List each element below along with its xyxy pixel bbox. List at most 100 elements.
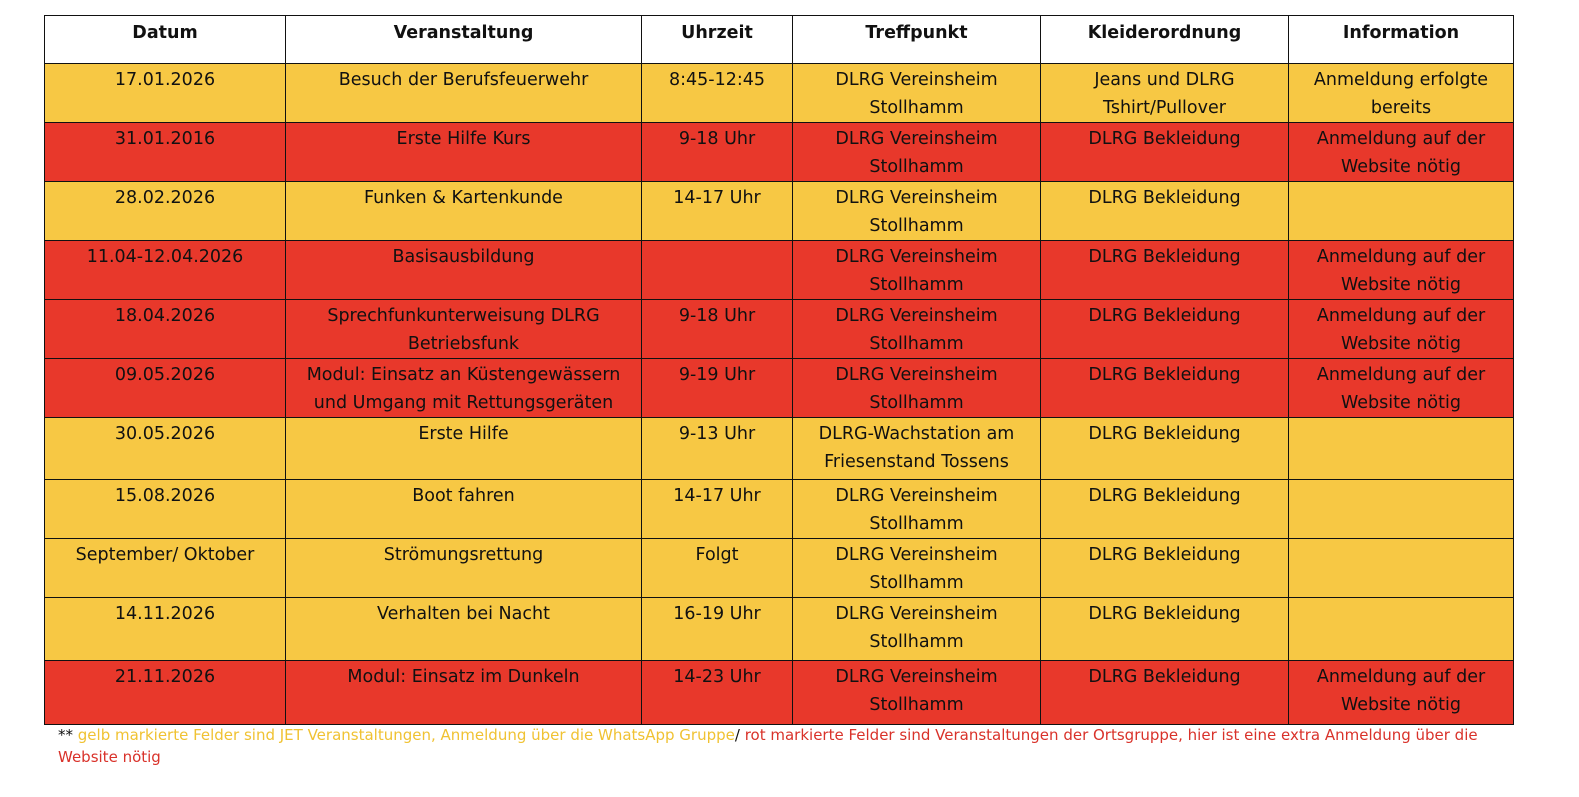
table-row: 30.05.2026 Erste Hilfe 9-13 Uhr DLRG-Wachst… [44, 417, 1514, 480]
cell-line: 15.08.2026 [114, 486, 216, 506]
cell-line: 18.04.2026 [114, 306, 216, 326]
table-cell: DLRG Vereinsheim Stollhamm [792, 299, 1041, 359]
cell-line: 17.01.2026 [114, 70, 216, 90]
table-cell: DLRG Vereinsheim Stollhamm [792, 660, 1041, 725]
cell-line: Stollhamm [869, 157, 964, 177]
cell-line: 9-18 Uhr [678, 306, 756, 326]
table-cell: 15.08.2026 [44, 479, 286, 539]
cell-line: Anmeldung auf der [1316, 306, 1486, 326]
cell-line: September/ Oktober [75, 545, 255, 565]
cell-line: Website nötig [1341, 695, 1461, 715]
table-cell: Erste Hilfe [285, 417, 642, 480]
table-cell: 9-13 Uhr [641, 417, 793, 480]
table-cell: 09.05.2026 [44, 358, 286, 418]
cell-line: 30.05.2026 [114, 424, 216, 444]
cell-line: DLRG Bekleidung [1088, 424, 1241, 444]
table-cell: Sprechfunkunterweisung DLRG Betriebsfunk [285, 299, 642, 359]
cell-line: und Umgang mit Rettungsgeräten [313, 393, 614, 413]
table-cell [1288, 479, 1514, 539]
table-cell: DLRG Bekleidung [1040, 358, 1289, 418]
table-row: 31.01.2016 Erste Hilfe Kurs 9-18 Uhr DLRG V… [44, 122, 1514, 182]
cell-line: 9-18 Uhr [678, 129, 756, 149]
table-cell: 11.04-12.04.2026 [44, 240, 286, 300]
table-row: 18.04.2026 Sprechfunkunterweisung DLRG Bet… [44, 299, 1514, 359]
footnote-prefix: ** [58, 726, 73, 744]
cell-line: Modul: Einsatz an Küstengewässern [306, 365, 621, 385]
footnote-yellow: gelb markierte Felder sind JET Veranstal… [77, 726, 735, 744]
table-cell: Modul: Einsatz im Dunkeln [285, 660, 642, 725]
cell-line: Folgt [695, 545, 739, 565]
cell-line: DLRG Bekleidung [1088, 365, 1241, 385]
cell-line: 11.04-12.04.2026 [86, 247, 244, 267]
header-cell: Datum [44, 15, 286, 64]
cell-line: Anmeldung auf der [1316, 365, 1486, 385]
table-cell: Anmeldung auf der Website nötig [1288, 122, 1514, 182]
table-cell: DLRG Vereinsheim Stollhamm [792, 479, 1041, 539]
cell-line: 31.01.2016 [114, 129, 216, 149]
table-cell: Erste Hilfe Kurs [285, 122, 642, 182]
table-cell: Modul: Einsatz an Küstengewässern und Umg… [285, 358, 642, 418]
cell-line: Stollhamm [869, 393, 964, 413]
table-cell [1288, 597, 1514, 661]
table-cell: Funken & Kartenkunde [285, 181, 642, 241]
cell-line: Anmeldung auf der [1316, 667, 1486, 687]
cell-line: Jeans und DLRG [1094, 70, 1235, 90]
table-cell: 14-17 Uhr [641, 181, 793, 241]
cell-line: Stollhamm [869, 695, 964, 715]
cell-line: DLRG Bekleidung [1088, 188, 1241, 208]
table-cell: 9-18 Uhr [641, 299, 793, 359]
table-cell: DLRG-Wachstation am Friesenstand Tossens [792, 417, 1041, 480]
table-cell: DLRG Bekleidung [1040, 417, 1289, 480]
cell-line: DLRG Bekleidung [1088, 306, 1241, 326]
cell-line: DLRG Bekleidung [1088, 247, 1241, 267]
cell-line: 14.11.2026 [114, 604, 216, 624]
table-cell [1288, 417, 1514, 480]
table-cell: DLRG Vereinsheim Stollhamm [792, 181, 1041, 241]
table-cell: 14-17 Uhr [641, 479, 793, 539]
table-cell: 18.04.2026 [44, 299, 286, 359]
cell-line: DLRG Bekleidung [1088, 129, 1241, 149]
cell-line: 21.11.2026 [114, 667, 216, 687]
cell-line: Verhalten bei Nacht [377, 604, 550, 624]
cell-line: DLRG Vereinsheim [835, 188, 998, 208]
table-cell: Jeans und DLRG Tshirt/Pullover [1040, 63, 1289, 123]
cell-line: Strömungsrettung [383, 545, 544, 565]
cell-line: 9-13 Uhr [678, 424, 756, 444]
footnote-red: rot markierte Felder sind Veranstaltunge… [58, 726, 1478, 766]
table-row: 11.04-12.04.2026 Basisausbildung DLRG Vere… [44, 240, 1514, 300]
footnote: ** gelb markierte Felder sind JET Verans… [58, 724, 1508, 768]
table-cell: DLRG Vereinsheim Stollhamm [792, 240, 1041, 300]
cell-line: DLRG Bekleidung [1088, 604, 1241, 624]
cell-line: DLRG Bekleidung [1088, 545, 1241, 565]
table-cell: September/ Oktober [44, 538, 286, 598]
table-cell: Anmeldung auf der Website nötig [1288, 358, 1514, 418]
table-cell: Anmeldung erfolgte bereits [1288, 63, 1514, 123]
cell-line: DLRG Bekleidung [1088, 486, 1241, 506]
cell-line: DLRG Vereinsheim [835, 604, 998, 624]
cell-line: DLRG Vereinsheim [835, 129, 998, 149]
table-cell: Besuch der Berufsfeuerwehr [285, 63, 642, 123]
cell-line: Modul: Einsatz im Dunkeln [347, 667, 580, 687]
cell-line: Basisausbildung [392, 247, 535, 267]
table-body: 17.01.2026 Besuch der Berufsfeuerwehr 8:45… [44, 63, 1514, 725]
table-row: 28.02.2026 Funken & Kartenkunde 14-17 Uhr D… [44, 181, 1514, 241]
header-cell: Information [1288, 15, 1514, 64]
cell-line: Boot fahren [412, 486, 515, 506]
cell-line: Stollhamm [869, 573, 964, 593]
table-cell: DLRG Bekleidung [1040, 479, 1289, 539]
cell-line: Website nötig [1341, 275, 1461, 295]
table-cell: 8:45-12:45 [641, 63, 793, 123]
table-cell: Anmeldung auf der Website nötig [1288, 240, 1514, 300]
header-cell: Uhrzeit [641, 15, 793, 64]
cell-line: DLRG Vereinsheim [835, 667, 998, 687]
table-cell: DLRG Bekleidung [1040, 240, 1289, 300]
table-cell: Verhalten bei Nacht [285, 597, 642, 661]
table-cell: Anmeldung auf der Website nötig [1288, 299, 1514, 359]
table-cell [1288, 181, 1514, 241]
header-cell: Veranstaltung [285, 15, 642, 64]
cell-line: 09.05.2026 [114, 365, 216, 385]
cell-line: Stollhamm [869, 216, 964, 236]
cell-line: Stollhamm [869, 334, 964, 354]
cell-line: DLRG Vereinsheim [835, 306, 998, 326]
table-row: 15.08.2026 Boot fahren 14-17 Uhr DLRG Verei… [44, 479, 1514, 539]
